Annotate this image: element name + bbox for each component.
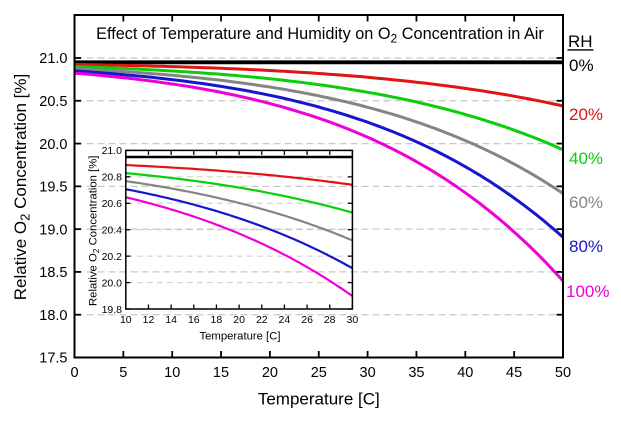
svg-text:35: 35 xyxy=(408,365,424,381)
svg-text:12: 12 xyxy=(143,314,155,326)
svg-text:20.0: 20.0 xyxy=(39,137,67,153)
svg-text:10: 10 xyxy=(164,365,180,381)
svg-text:18.0: 18.0 xyxy=(39,308,67,324)
svg-text:18.5: 18.5 xyxy=(39,265,67,281)
svg-text:0: 0 xyxy=(70,365,78,381)
svg-text:20.5: 20.5 xyxy=(39,94,67,110)
svg-text:40%: 40% xyxy=(569,149,603,168)
svg-text:60%: 60% xyxy=(569,193,603,212)
svg-text:40: 40 xyxy=(457,365,473,381)
svg-text:16: 16 xyxy=(188,314,200,326)
svg-text:100%: 100% xyxy=(566,282,609,301)
svg-text:Effect of Temperature and Humi: Effect of Temperature and Humidity on O2… xyxy=(96,25,544,46)
svg-text:17.5: 17.5 xyxy=(39,351,67,367)
svg-text:20: 20 xyxy=(233,314,245,326)
svg-text:18: 18 xyxy=(211,314,223,326)
svg-text:RH: RH xyxy=(568,32,593,51)
svg-text:20.0: 20.0 xyxy=(102,277,123,289)
svg-text:14: 14 xyxy=(165,314,177,326)
svg-text:Relative O2 Concentration [%]: Relative O2 Concentration [%] xyxy=(88,156,101,306)
svg-text:25: 25 xyxy=(311,365,327,381)
svg-text:15: 15 xyxy=(213,365,229,381)
svg-text:20.6: 20.6 xyxy=(102,198,123,210)
svg-text:Temperature [C]: Temperature [C] xyxy=(200,331,281,343)
svg-text:Relative O2 Concentration [%]: Relative O2 Concentration [%] xyxy=(11,74,33,300)
svg-text:20.8: 20.8 xyxy=(102,172,123,184)
svg-text:19.5: 19.5 xyxy=(39,180,67,196)
svg-text:20: 20 xyxy=(262,365,278,381)
svg-text:30: 30 xyxy=(347,314,359,326)
svg-text:22: 22 xyxy=(256,314,268,326)
svg-text:19.8: 19.8 xyxy=(102,304,123,316)
svg-text:5: 5 xyxy=(119,365,127,381)
svg-text:20%: 20% xyxy=(569,105,603,124)
svg-text:30: 30 xyxy=(360,365,376,381)
svg-text:80%: 80% xyxy=(569,237,603,256)
svg-text:45: 45 xyxy=(506,365,522,381)
svg-text:Temperature [C]: Temperature [C] xyxy=(258,390,380,409)
svg-text:21.0: 21.0 xyxy=(102,145,123,157)
svg-text:0%: 0% xyxy=(569,56,594,75)
svg-text:26: 26 xyxy=(301,314,313,326)
svg-text:20.4: 20.4 xyxy=(102,225,123,237)
svg-text:10: 10 xyxy=(120,314,132,326)
svg-text:28: 28 xyxy=(324,314,336,326)
svg-text:24: 24 xyxy=(279,314,291,326)
svg-text:19.0: 19.0 xyxy=(39,222,67,238)
svg-text:20.2: 20.2 xyxy=(102,251,123,263)
svg-text:50: 50 xyxy=(555,365,571,381)
svg-text:21.0: 21.0 xyxy=(39,51,67,67)
